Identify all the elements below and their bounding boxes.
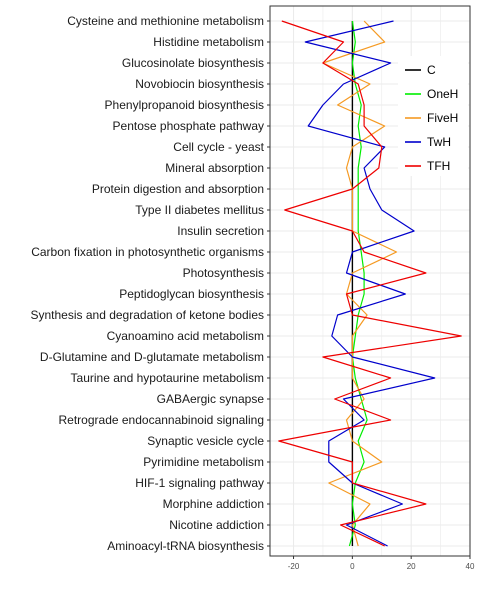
legend-label-twh: TwH [427,135,451,149]
legend-label-fiveh: FiveH [427,111,458,125]
x-tick-label: 40 [466,562,475,571]
category-label: Taurine and hypotaurine metabolism [71,371,264,385]
category-label: Glucosinolate biosynthesis [122,56,264,70]
category-label: Mineral absorption [165,161,264,175]
legend-background [398,56,468,176]
category-label: Type II diabetes mellitus [135,203,264,217]
category-label: Aminoacyl-tRNA biosynthesis [107,539,264,553]
category-label: Phenylpropanoid biosynthesis [105,98,264,112]
series-line-twh [304,20,436,547]
legend-label-tfh: TFH [427,159,450,173]
category-label: D-Glutamine and D-glutamate metabolism [40,350,264,364]
category-label: Protein digestion and absorption [92,182,264,196]
category-label: Carbon fixation in photosynthetic organi… [31,245,264,259]
x-tick-label: 20 [407,562,416,571]
category-label: Photosynthesis [183,266,264,280]
category-label: Peptidoglycan biosynthesis [119,287,264,301]
category-label: GABAergic synapse [157,392,265,406]
category-label: Insulin secretion [177,224,264,238]
category-label: Novobiocin biosynthesis [135,77,264,91]
category-label: Pyrimidine metabolism [143,455,264,469]
category-label: Cell cycle - yeast [173,140,264,154]
category-label: Retrograde endocannabinoid signaling [59,413,265,427]
legend: C OneH FiveH TwH TFH [398,56,468,176]
series-line-tfh [278,20,462,547]
category-label: Synthesis and degradation of ketone bodi… [30,308,264,322]
category-label: Cyanoamino acid metabolism [107,329,264,343]
category-label: HIF-1 signaling pathway [135,476,264,490]
legend-label-oneh: OneH [427,87,458,101]
series-lines [278,20,462,547]
legend-label-c: C [427,63,436,77]
category-label: Synaptic vesicle cycle [147,434,264,448]
series-line-fiveh [322,20,398,547]
series-line-oneh [348,20,368,547]
category-label: Morphine addiction [163,497,264,511]
x-axis-ticks: -20 0 20 40 [288,556,475,571]
category-label: Nicotine addiction [169,518,264,532]
panel-border [269,5,471,557]
x-tick-label: 0 [350,562,355,571]
x-tick-label: -20 [288,562,300,571]
category-labels: Cysteine and methionine metabolism Histid… [30,14,270,553]
category-label: Histidine metabolism [153,35,264,49]
category-label: Pentose phosphate pathway [113,119,264,133]
category-label: Cysteine and methionine metabolism [67,14,264,28]
